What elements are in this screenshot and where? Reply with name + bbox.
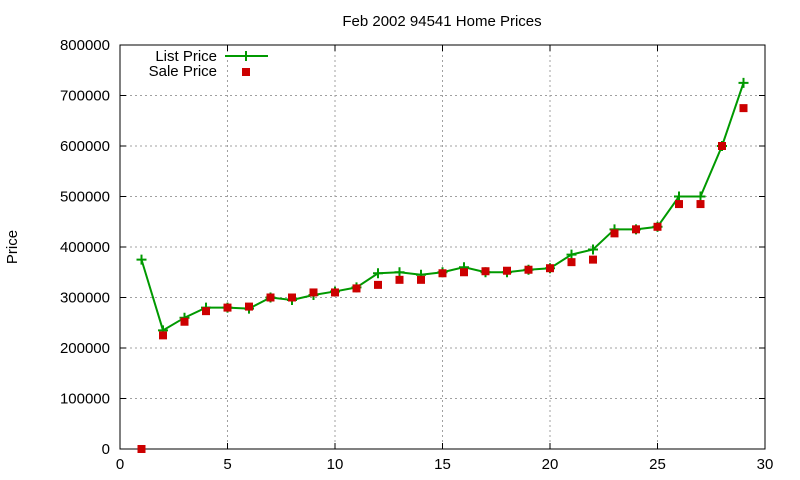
axis-tick-labels: 0 5 10 15 20 25 30 0 100000 200000 300000 400000 500… xyxy=(60,37,773,473)
data-point-list-price xyxy=(566,249,577,260)
legend-marker-sale-price xyxy=(242,68,250,76)
x-tick-label: 10 xyxy=(327,456,344,473)
data-point-sale-price xyxy=(395,275,404,284)
data-point-sale-price xyxy=(180,317,189,326)
series xyxy=(136,77,749,453)
data-point-sale-price xyxy=(653,222,662,231)
data-point-sale-price xyxy=(610,229,619,238)
y-tick-label: 0 xyxy=(102,441,110,458)
data-point-sale-price xyxy=(438,269,447,278)
legend-marker-list-price xyxy=(241,51,251,61)
x-tick-label: 20 xyxy=(542,456,559,473)
data-point-list-price xyxy=(674,191,684,202)
legend-label-sale-price: Sale Price xyxy=(149,63,217,80)
data-point-sale-price xyxy=(675,200,683,209)
data-point-sale-price xyxy=(374,280,382,289)
data-point-sale-price xyxy=(352,284,361,293)
data-point-sale-price xyxy=(632,225,640,234)
data-point-sale-price xyxy=(589,255,597,264)
data-point-sale-price xyxy=(718,142,726,150)
data-point-sale-price xyxy=(460,268,468,277)
x-tick-label: 30 xyxy=(757,456,774,473)
y-tick-label: 700000 xyxy=(60,88,110,105)
chart-title: Feb 2002 94541 Home Prices xyxy=(342,13,541,30)
data-point-list-price xyxy=(695,191,706,202)
legend-label-list-price: List Price xyxy=(155,48,217,65)
data-point-sale-price xyxy=(524,265,533,274)
y-tick-label: 400000 xyxy=(60,239,110,256)
legend: List Price Sale Price xyxy=(149,48,268,80)
x-tick-label: 25 xyxy=(649,456,666,473)
data-point-sale-price xyxy=(245,302,253,311)
y-tick-label: 800000 xyxy=(60,37,110,54)
data-point-sale-price xyxy=(739,104,748,113)
data-point-sale-price xyxy=(309,288,318,297)
x-tick-label: 0 xyxy=(116,456,124,473)
data-point-sale-price xyxy=(417,275,425,284)
y-tick-label: 300000 xyxy=(60,290,110,307)
data-point-sale-price xyxy=(481,267,490,276)
data-point-sale-price xyxy=(202,307,210,316)
data-point-sale-price xyxy=(567,258,576,267)
axis-ticks xyxy=(119,44,766,450)
data-point-list-price xyxy=(136,254,147,265)
data-point-sale-price xyxy=(546,264,554,273)
data-point-sale-price xyxy=(223,303,232,312)
data-point-sale-price xyxy=(331,288,339,297)
y-tick-label: 600000 xyxy=(60,138,110,155)
x-tick-label: 5 xyxy=(223,456,231,473)
data-point-sale-price xyxy=(288,293,296,302)
grid xyxy=(120,45,765,449)
data-point-list-price xyxy=(373,268,383,279)
data-point-list-price xyxy=(394,267,405,278)
y-axis-label: Price xyxy=(4,230,21,264)
y-tick-label: 100000 xyxy=(60,391,110,408)
data-point-sale-price xyxy=(159,331,167,340)
data-point-list-price xyxy=(738,77,749,88)
y-tick-label: 500000 xyxy=(60,189,110,206)
data-point-sale-price xyxy=(696,200,705,209)
data-point-sale-price xyxy=(137,445,146,453)
data-point-list-price xyxy=(588,244,598,255)
x-tick-label: 15 xyxy=(434,456,451,473)
data-point-sale-price xyxy=(503,266,511,275)
data-point-sale-price xyxy=(266,293,275,302)
y-tick-label: 200000 xyxy=(60,340,110,357)
